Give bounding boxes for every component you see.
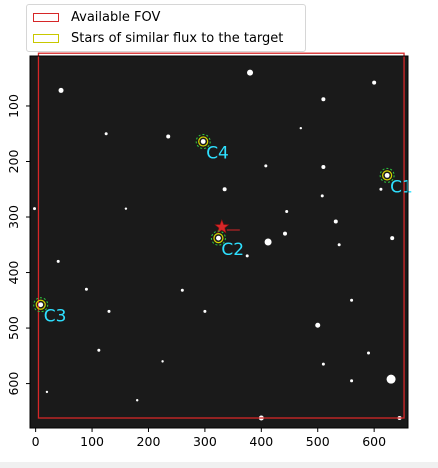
- star-point: [283, 231, 288, 236]
- star-point: [58, 87, 64, 93]
- star-point: [33, 207, 37, 211]
- legend-entry-similar-stars: Stars of similar flux to the target: [33, 29, 283, 47]
- star-point: [321, 362, 325, 366]
- target-marker: [214, 219, 240, 234]
- axes-frame: [29, 55, 409, 429]
- legend-swatch-fov: [33, 12, 59, 22]
- star-point: [45, 390, 49, 394]
- star-point: [367, 351, 371, 355]
- x-tick-label: 100: [80, 434, 104, 449]
- star-point: [264, 164, 268, 168]
- star-point: [180, 288, 184, 292]
- star-point: [333, 219, 338, 224]
- star-point: [390, 236, 395, 241]
- star-point: [84, 287, 88, 291]
- comparison-dashed-ring-c4: [195, 134, 211, 150]
- x-tick-label: 0: [32, 434, 40, 449]
- star-point: [247, 69, 254, 76]
- star-point: [245, 254, 249, 258]
- y-tick-label: 100: [6, 94, 21, 118]
- legend-swatch-similar-stars: [33, 33, 59, 43]
- star-point: [372, 80, 377, 85]
- x-tick-label: 600: [362, 434, 386, 449]
- star-point: [315, 322, 321, 328]
- star-point: [124, 207, 128, 210]
- star-point: [264, 238, 272, 246]
- comparison-label-c2: C2: [221, 240, 244, 260]
- target-star-marker: [214, 219, 230, 234]
- star-point: [97, 348, 101, 352]
- x-tick-label: 200: [137, 434, 161, 449]
- comparison-dashed-ring-c2: [210, 230, 226, 246]
- star-point: [56, 259, 60, 263]
- y-tick-label: 500: [6, 316, 21, 340]
- legend-entry-fov: Available FOV: [33, 8, 160, 26]
- star-point: [107, 309, 111, 313]
- star-point: [350, 298, 354, 302]
- x-tick-label: 500: [306, 434, 330, 449]
- star-point: [203, 309, 207, 313]
- y-axis: 100 200 300 400 500 600: [6, 94, 30, 396]
- legend-label-similar-stars: Stars of similar flux to the target: [71, 30, 284, 46]
- comparison-star-c4: [200, 139, 206, 144]
- legend: Available FOV Stars of similar flux to t…: [26, 4, 306, 52]
- legend-label-fov: Available FOV: [71, 9, 161, 25]
- y-tick-label: 300: [6, 205, 21, 229]
- comparison-stars: C1 C2 C3 C4: [33, 134, 413, 327]
- background-stars: [33, 69, 402, 421]
- y-tick-label: 600: [6, 372, 21, 396]
- comparison-star-c1: [384, 172, 390, 178]
- comparison-dashed-ring-c1: [379, 167, 395, 183]
- star-point: [285, 209, 289, 213]
- star-point: [337, 243, 341, 247]
- comparison-label-c4: C4: [206, 144, 229, 164]
- x-tick-label: 300: [193, 434, 217, 449]
- fov-rectangle: [37, 52, 405, 419]
- x-tick-label: 400: [249, 434, 273, 449]
- star-point: [299, 126, 303, 130]
- star-point: [166, 134, 171, 139]
- star-point: [350, 379, 354, 383]
- comparison-label-c1: C1: [390, 177, 413, 197]
- star-point: [104, 132, 108, 136]
- star-point: [320, 194, 324, 198]
- comparison-ring-c3: [35, 299, 46, 310]
- comparison-label-c3: C3: [44, 307, 67, 327]
- star-point: [222, 187, 227, 192]
- star-point: [321, 165, 326, 170]
- comparison-ring-c1: [382, 170, 393, 181]
- comparison-dashed-ring-c3: [33, 297, 49, 313]
- comparison-star-c2: [216, 235, 221, 241]
- window-bottom-strip: [0, 462, 438, 468]
- star-point: [161, 360, 164, 363]
- comparison-star-c3: [38, 302, 44, 308]
- y-tick-label: 400: [6, 261, 21, 285]
- star-point: [321, 97, 326, 102]
- comparison-ring-c2: [213, 233, 224, 244]
- star-point: [135, 399, 139, 402]
- star-point: [379, 187, 383, 191]
- x-axis: 0 100 200 300 400 500 600: [32, 428, 386, 449]
- comparison-ring-c4: [198, 136, 209, 147]
- star-point: [386, 374, 396, 384]
- y-tick-label: 200: [6, 150, 21, 174]
